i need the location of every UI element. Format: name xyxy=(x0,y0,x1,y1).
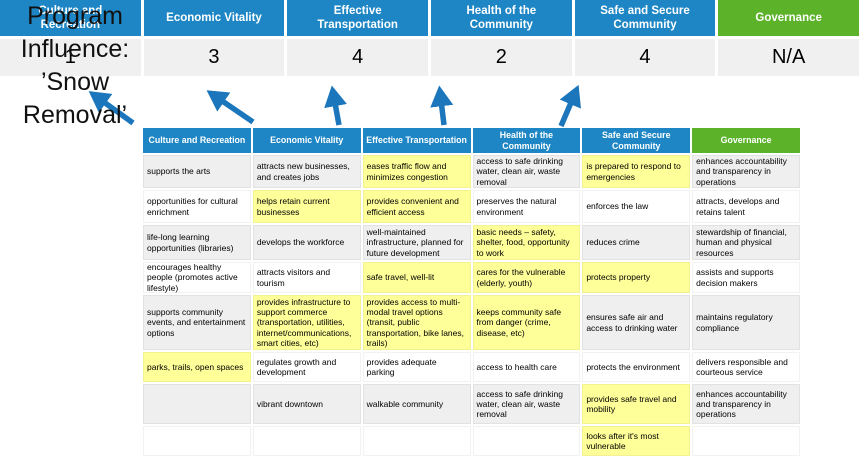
score-header-culture-and-recreation: Culture and Recreation xyxy=(0,0,141,36)
matrix-cell-r1-safe-and-secure-community: is prepared to respond to emergencies xyxy=(582,155,691,188)
matrix-cell-r4-effective-transportation: safe travel, well-lit xyxy=(362,262,471,293)
matrix-cell-r6-economic-vitality: regulates growth and development xyxy=(252,352,361,382)
matrix-cell-r4-culture-and-recreation: encourages healthy people (promotes acti… xyxy=(143,262,251,293)
score-value-health-of-the-community: 2 xyxy=(431,39,572,76)
score-value-safe-and-secure-community: 4 xyxy=(574,39,716,76)
matrix-cell-r5-culture-and-recreation: supports community events, and entertain… xyxy=(143,295,251,350)
matrix-header-safe-and-secure-community: Safe and Secure Community xyxy=(582,128,691,153)
matrix-cell-r5-economic-vitality: provides infrastructure to support comme… xyxy=(252,295,361,350)
matrix-cell-r7-governance: enhances accountability and transparency… xyxy=(692,384,800,424)
score-header-governance: Governance xyxy=(718,0,859,36)
influence-matrix: Culture and Recreation Economic Vitality E… xyxy=(143,128,800,456)
matrix-header-economic-vitality: Economic Vitality xyxy=(252,128,361,153)
matrix-cell-r6-governance: delivers responsible and courteous servi… xyxy=(692,352,800,382)
score-header-safe-and-secure-community: Safe and Secure Community xyxy=(574,0,716,36)
matrix-cell-r2-safe-and-secure-community: enforces the law xyxy=(582,190,691,223)
score-header-economic-vitality: Economic Vitality xyxy=(143,0,285,36)
matrix-cell-r3-health-of-the-community: basic needs – safety, shelter, food, opp… xyxy=(472,225,581,260)
matrix-cell-r5-governance: maintains regulatory compliance xyxy=(692,295,800,350)
matrix-cell-r3-culture-and-recreation: life-long learning opportunities (librar… xyxy=(143,225,251,260)
matrix-cell-r2-governance: attracts, develops and retains talent xyxy=(692,190,800,223)
matrix-cell-r7-effective-transportation: walkable community xyxy=(362,384,471,424)
arrow-transportation-icon xyxy=(324,85,347,126)
matrix-cell-r7-health-of-the-community: access to safe drinking water, clean air… xyxy=(472,384,581,424)
matrix-cell-r4-health-of-the-community: cares for the vulnerable (elderly, youth… xyxy=(472,262,581,293)
matrix-cell-r7-culture-and-recreation xyxy=(143,384,251,424)
matrix-cell-r1-governance: enhances accountability and transparency… xyxy=(692,155,800,188)
matrix-cell-r6-culture-and-recreation: parks, trails, open spaces xyxy=(143,352,251,382)
program-title: Program Influence: ’Snow Removal’ xyxy=(20,2,130,129)
matrix-cell-r3-economic-vitality: develops the workforce xyxy=(252,225,361,260)
matrix-cell-r2-culture-and-recreation: opportunities for cultural enrichment xyxy=(143,190,251,223)
scoreboard: Culture and Recreation Economic Vitality E… xyxy=(0,0,859,76)
score-header-effective-transportation: Effective Transportation xyxy=(287,0,428,36)
matrix-cell-r5-safe-and-secure-community: ensures safe air and access to drinking … xyxy=(582,295,691,350)
matrix-header-governance: Governance xyxy=(692,128,800,153)
arrow-safe-icon xyxy=(558,84,581,128)
matrix-cell-r1-health-of-the-community: access to safe drinking water, clean air… xyxy=(472,155,581,188)
matrix-cell-r2-health-of-the-community: preserves the natural environment xyxy=(472,190,581,223)
matrix-cell-r8-health-of-the-community xyxy=(472,426,581,456)
matrix-cell-r5-effective-transportation: provides access to multi-modal travel op… xyxy=(362,295,471,350)
matrix-cell-r1-economic-vitality: attracts new businesses, and creates job… xyxy=(252,155,361,188)
matrix-cell-r5-health-of-the-community: keeps community safe from danger (crime,… xyxy=(472,295,581,350)
score-value-economic-vitality: 3 xyxy=(143,39,285,76)
matrix-cell-r8-effective-transportation xyxy=(362,426,471,456)
matrix-cell-r4-economic-vitality: attracts visitors and tourism xyxy=(252,262,361,293)
matrix-header-culture-and-recreation: Culture and Recreation xyxy=(143,128,251,153)
score-value-governance: N/A xyxy=(718,39,859,76)
matrix-header-health-of-the-community: Health of the Community xyxy=(472,128,581,153)
matrix-cell-r8-safe-and-secure-community: looks after it's most vulnerable xyxy=(582,426,691,456)
matrix-header-effective-transportation: Effective Transportation xyxy=(362,128,471,153)
matrix-cell-r3-effective-transportation: well-maintained infrastructure, planned … xyxy=(362,225,471,260)
matrix-cell-r1-effective-transportation: eases traffic flow and minimizes congest… xyxy=(362,155,471,188)
matrix-cell-r8-culture-and-recreation xyxy=(143,426,251,456)
matrix-cell-r7-economic-vitality: vibrant downtown xyxy=(252,384,361,424)
matrix-cell-r3-safe-and-secure-community: reduces crime xyxy=(582,225,691,260)
matrix-cell-r1-culture-and-recreation: supports the arts xyxy=(143,155,251,188)
matrix-cell-r8-governance xyxy=(692,426,800,456)
arrow-economic-icon xyxy=(206,90,255,125)
matrix-cell-r2-effective-transportation: provides convenient and efficient access xyxy=(362,190,471,223)
matrix-cell-r4-governance: assists and supports decision makers xyxy=(692,262,800,293)
matrix-cell-r4-safe-and-secure-community: protects property xyxy=(582,262,691,293)
score-value-culture-and-recreation: 1 xyxy=(0,39,141,76)
matrix-cell-r7-safe-and-secure-community: provides safe travel and mobility xyxy=(582,384,691,424)
score-header-health-of-the-community: Health of the Community xyxy=(431,0,572,36)
arrow-health-icon xyxy=(430,85,454,126)
matrix-cell-r6-health-of-the-community: access to health care xyxy=(472,352,581,382)
matrix-cell-r6-effective-transportation: provides adequate parking xyxy=(362,352,471,382)
matrix-cell-r2-economic-vitality: helps retain current businesses xyxy=(252,190,361,223)
score-value-effective-transportation: 4 xyxy=(287,39,428,76)
matrix-cell-r8-economic-vitality xyxy=(252,426,361,456)
matrix-cell-r6-safe-and-secure-community: protects the environment xyxy=(582,352,691,382)
matrix-cell-r3-governance: stewardship of financial, human and phys… xyxy=(692,225,800,260)
